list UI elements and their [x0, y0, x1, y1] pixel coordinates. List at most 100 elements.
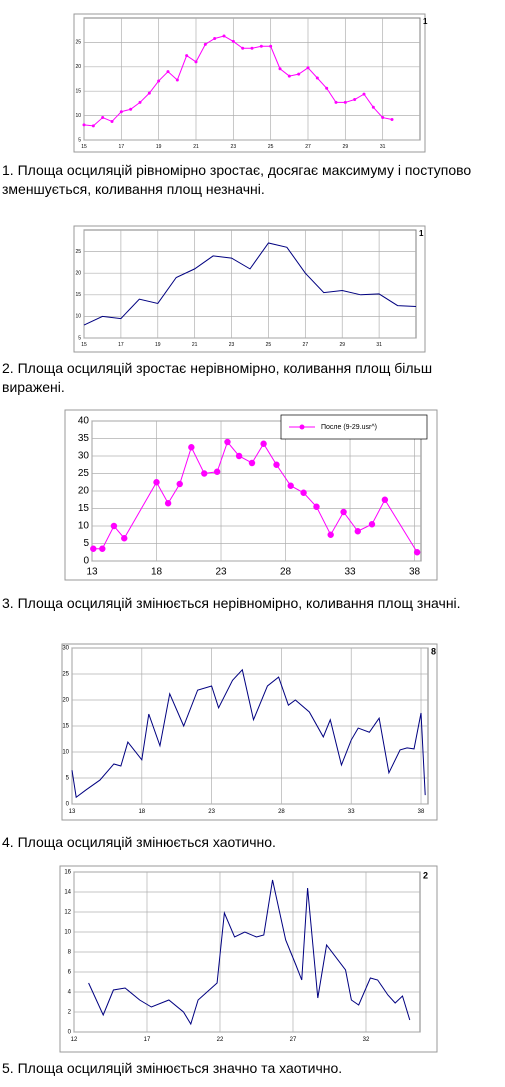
y-tick-label: 12: [64, 910, 71, 916]
y-tick-label: 15: [62, 724, 69, 730]
x-tick-label: 29: [343, 144, 349, 150]
x-tick-label: 23: [208, 809, 215, 815]
data-point: [250, 46, 254, 50]
y-tick-label: 6: [68, 970, 72, 976]
caption: 3. Площа осциляцій змінюється нерівномір…: [2, 595, 461, 611]
data-point: [260, 440, 267, 447]
y-tick-label: 10: [75, 113, 81, 119]
y-tick-label: 35: [78, 433, 90, 444]
y-tick-label: 15: [78, 503, 90, 514]
data-point: [248, 459, 256, 467]
y-tick-label: 0: [68, 1030, 72, 1036]
data-point: [259, 44, 263, 48]
data-point: [194, 60, 198, 64]
y-tick-label: 0: [83, 556, 89, 567]
x-tick-label: 33: [344, 567, 356, 578]
data-point: [241, 46, 245, 50]
data-line: [83, 35, 393, 127]
data-point: [121, 535, 128, 542]
data-point: [201, 470, 208, 477]
y-tick-label: 5: [78, 137, 81, 143]
data-line: [88, 879, 411, 1026]
y-tick-label: 15: [75, 89, 81, 95]
data-line: [71, 668, 426, 799]
caption: 1. Площа осциляцій рівномірно зростає, д…: [2, 162, 472, 197]
data-point: [297, 72, 301, 76]
data-point: [213, 36, 217, 40]
data-point: [99, 545, 106, 552]
x-tick-label: 15: [81, 342, 87, 348]
data-point: [313, 503, 320, 510]
data-point: [231, 39, 235, 43]
data-point: [315, 76, 319, 80]
data-line: [93, 440, 418, 553]
caption: 2. Площа осциляцій зростає нерівномірно,…: [2, 360, 433, 395]
y-tick-label: 15: [75, 292, 81, 298]
chart-number: 1: [419, 229, 424, 238]
x-tick-label: 38: [409, 567, 421, 578]
x-tick-label: 19: [156, 144, 162, 150]
x-tick-label: 23: [229, 342, 235, 348]
data-point: [381, 496, 389, 503]
caption: 4. Площа осциляцій змінюється хаотично.: [2, 834, 276, 850]
y-tick-label: 8: [68, 950, 72, 956]
x-tick-label: 17: [144, 1037, 151, 1043]
y-tick-label: 10: [78, 521, 90, 532]
data-point: [213, 468, 221, 475]
y-tick-label: 10: [75, 314, 81, 320]
x-tick-label: 27: [303, 342, 309, 348]
y-tick-label: 5: [83, 538, 89, 549]
x-tick-label: 13: [69, 809, 76, 815]
x-tick-label: 17: [118, 342, 124, 348]
data-point: [343, 100, 347, 104]
data-point: [91, 124, 95, 128]
x-tick-label: 31: [380, 144, 386, 150]
x-tick-label: 18: [151, 567, 163, 578]
data-point: [119, 110, 123, 114]
x-tick-label: 25: [266, 342, 272, 348]
data-point: [82, 123, 86, 127]
y-tick-label: 20: [78, 486, 90, 497]
x-tick-label: 32: [363, 1037, 370, 1043]
data-point: [203, 42, 207, 46]
data-point: [90, 545, 97, 552]
y-tick-label: 10: [64, 930, 71, 936]
legend-marker: [299, 424, 305, 430]
x-tick-label: 28: [278, 809, 285, 815]
data-point: [110, 119, 114, 123]
data-point: [175, 78, 179, 82]
y-tick-label: 16: [64, 870, 71, 876]
chart-number: 2: [423, 870, 428, 880]
y-tick-label: 30: [62, 646, 69, 652]
data-point: [235, 452, 243, 460]
data-point: [129, 107, 133, 111]
data-point: [287, 74, 291, 78]
data-point: [176, 480, 183, 488]
y-tick-label: 4: [68, 990, 72, 996]
data-point: [153, 479, 160, 486]
data-point: [273, 461, 280, 468]
y-tick-label: 5: [78, 335, 81, 341]
chart-number: 1: [423, 17, 428, 26]
data-point: [224, 438, 231, 446]
data-point: [147, 91, 151, 95]
y-tick-label: 10: [62, 750, 69, 756]
y-tick-label: 14: [64, 890, 71, 896]
x-tick-label: 28: [280, 567, 292, 578]
data-point: [166, 70, 170, 74]
x-tick-label: 13: [86, 567, 98, 578]
x-tick-label: 19: [155, 342, 161, 348]
x-tick-label: 18: [138, 809, 145, 815]
data-point: [269, 44, 273, 48]
x-tick-label: 27: [305, 144, 311, 150]
x-tick-label: 33: [348, 809, 355, 815]
chart-number: 8: [431, 646, 436, 656]
data-point: [157, 79, 161, 83]
caption: 5. Площа осциляцій змінюється значно та …: [2, 1060, 343, 1076]
data-point: [185, 54, 189, 58]
data-point: [188, 444, 195, 451]
y-tick-label: 25: [75, 40, 81, 46]
x-tick-label: 23: [231, 144, 237, 150]
